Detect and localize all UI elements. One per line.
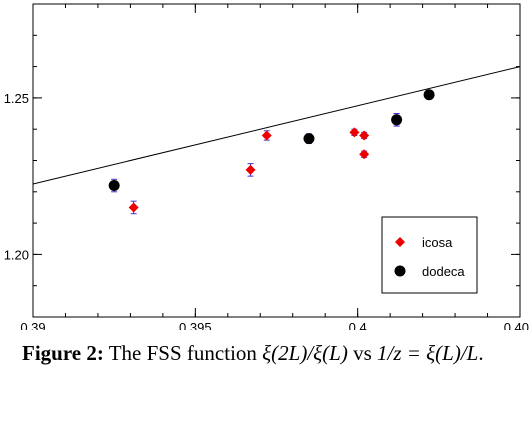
caption-text-a: The FSS function bbox=[103, 341, 263, 365]
caption-text-c: . bbox=[478, 341, 484, 365]
axis-tick-labels: 0.39 0.395 0.4 0.405 1.20 1.25 bbox=[4, 91, 529, 330]
data-markers bbox=[108, 89, 435, 213]
legend-marker-icosa bbox=[395, 237, 405, 247]
x-tick-label: 0.4 bbox=[349, 320, 367, 330]
point-dodeca bbox=[391, 114, 403, 126]
point-dodeca bbox=[423, 89, 435, 101]
fss-chart: 0.39 0.395 0.4 0.405 1.20 1.25 icosa dodeca bbox=[4, 3, 529, 330]
point-icosa bbox=[359, 130, 370, 141]
caption-text-b: vs bbox=[347, 341, 377, 365]
x-tick-label: 0.395 bbox=[179, 320, 212, 330]
x-tick-label: 0.39 bbox=[20, 320, 45, 330]
axis-ticks bbox=[32, 3, 521, 318]
point-icosa bbox=[359, 149, 370, 160]
point-icosa bbox=[128, 202, 139, 213]
caption-label: Figure 2: bbox=[22, 341, 104, 365]
point-dodeca bbox=[303, 133, 315, 145]
fit-line bbox=[32, 66, 521, 185]
point-icosa bbox=[349, 127, 360, 138]
legend-label-dodeca: dodeca bbox=[422, 264, 465, 279]
point-icosa bbox=[261, 130, 272, 141]
legend-box bbox=[381, 216, 478, 294]
figure-caption: Figure 2: The FSS function ξ(2L)/ξ(L) vs… bbox=[22, 338, 522, 368]
point-icosa bbox=[245, 164, 256, 175]
x-tick-label: 0.405 bbox=[504, 320, 529, 330]
legend-marker-dodeca bbox=[394, 265, 406, 277]
fit-line-group bbox=[32, 66, 521, 185]
legend: icosa dodeca bbox=[381, 216, 478, 294]
caption-math-a: ξ(2L)/ξ(L) bbox=[262, 341, 348, 365]
caption-math-b: 1/z = ξ(L)/L bbox=[377, 341, 479, 365]
y-tick-label: 1.20 bbox=[4, 247, 29, 262]
y-tick-label: 1.25 bbox=[4, 91, 29, 106]
legend-label-icosa: icosa bbox=[422, 235, 453, 250]
point-dodeca bbox=[108, 180, 120, 192]
error-bars bbox=[111, 91, 433, 215]
